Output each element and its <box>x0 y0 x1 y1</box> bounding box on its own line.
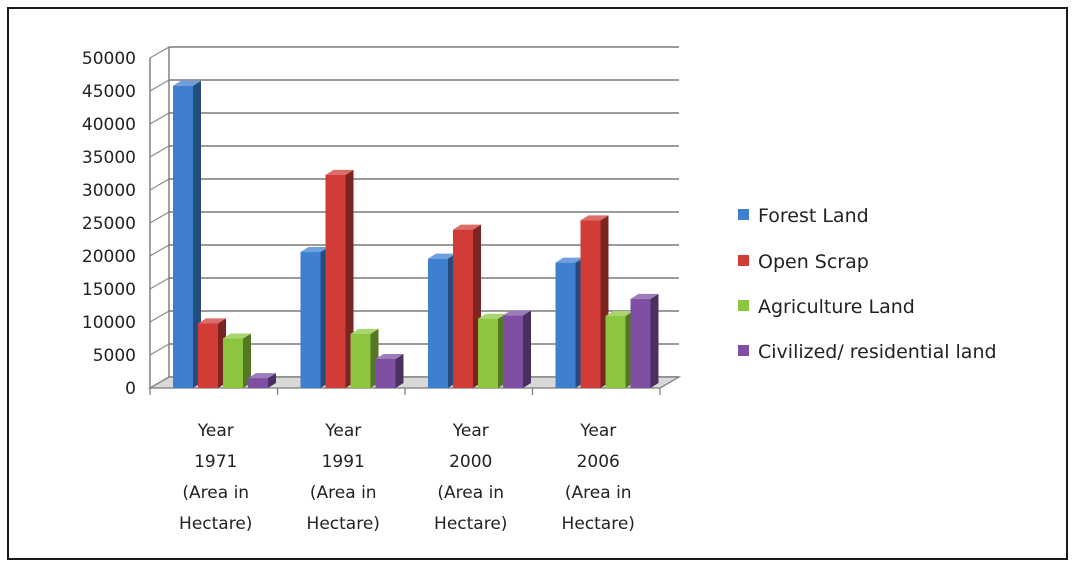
bar-open-scrap-3 <box>581 215 609 388</box>
bar-forest-land-1 <box>301 247 329 388</box>
bar-forest-land-3 <box>556 258 584 388</box>
y-tick-label: 40000 <box>82 115 136 135</box>
x-category-label: Year 1991 (Area in Hectare) <box>307 421 380 534</box>
gridline-side <box>150 80 169 91</box>
legend: Forest Land Open Scrap Agriculture Land Civ… <box>738 205 997 363</box>
gridline-side <box>150 212 169 223</box>
bar-agriculture-land-1 <box>351 329 379 388</box>
bars-layer <box>173 81 659 388</box>
y-tick-label: 0 <box>125 379 136 399</box>
x-category-label: Year 2000 (Area in Hectare) <box>434 421 507 534</box>
legend-item: Civilized/ residential land <box>738 341 997 363</box>
legend-swatch <box>738 209 749 220</box>
y-tick-label: 35000 <box>82 148 136 168</box>
y-tick-label: 45000 <box>82 82 136 102</box>
gridline-side <box>150 113 169 124</box>
x-category-label: Year 1971 (Area in Hectare) <box>179 421 252 534</box>
gridline-side <box>150 179 169 190</box>
bar-agriculture-land-0 <box>223 334 251 389</box>
y-tick-labels: 0 5000 10000 15000 20000 25000 30000 35000 40000… <box>82 49 136 399</box>
gridline-side <box>150 245 169 256</box>
gridline-side <box>150 344 169 355</box>
x-category-label: Year 2006 (Area in Hectare) <box>562 421 635 534</box>
legend-swatch <box>738 345 749 356</box>
bar-open-scrap-0 <box>198 318 226 388</box>
y-tick-label: 25000 <box>82 214 136 234</box>
bar-open-scrap-1 <box>326 170 354 388</box>
legend-item: Forest Land <box>738 205 869 227</box>
x-category-labels: Year 1971 (Area in Hectare) Year 1991 (Area in… <box>179 421 635 534</box>
y-tick-label: 10000 <box>82 313 136 333</box>
gridline-side <box>150 47 169 58</box>
legend-item: Open Scrap <box>738 251 869 273</box>
bar-forest-land-0 <box>173 81 201 388</box>
gridline-side <box>150 311 169 322</box>
gridline-side <box>150 278 169 289</box>
y-tick-label: 30000 <box>82 181 136 201</box>
bar-civilized-residential-land-2 <box>503 310 531 388</box>
legend-label: Open Scrap <box>758 251 869 273</box>
y-tick-label: 50000 <box>82 49 136 69</box>
bar-civilized-residential-land-1 <box>376 354 404 388</box>
bar-agriculture-land-2 <box>478 314 506 388</box>
y-tick-label: 15000 <box>82 280 136 300</box>
bar-agriculture-land-3 <box>606 311 634 388</box>
gridline-side <box>150 146 169 157</box>
legend-swatch <box>738 300 749 311</box>
legend-label: Forest Land <box>758 205 869 227</box>
y-tick-label: 5000 <box>93 346 136 366</box>
legend-label: Civilized/ residential land <box>758 341 997 363</box>
legend-swatch <box>738 255 749 266</box>
bar-forest-land-2 <box>428 254 456 388</box>
legend-label: Agriculture Land <box>758 296 915 318</box>
y-tick-label: 20000 <box>82 247 136 267</box>
bar-civilized-residential-land-3 <box>631 294 659 388</box>
bar-open-scrap-2 <box>453 225 481 388</box>
legend-item: Agriculture Land <box>738 296 915 318</box>
